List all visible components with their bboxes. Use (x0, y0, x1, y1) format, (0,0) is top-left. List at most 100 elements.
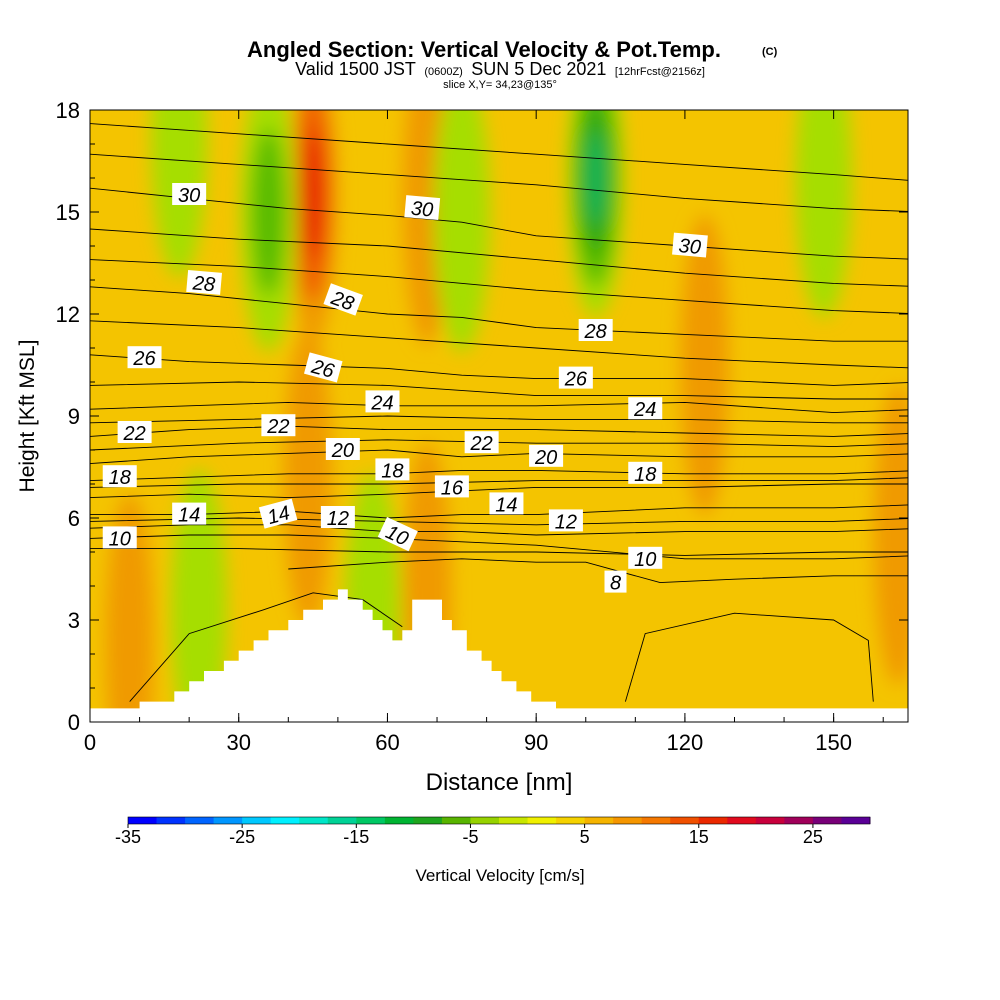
isentrope-line (129, 592, 403, 702)
svg-text:24: 24 (370, 392, 393, 414)
chart-title-suffix: (C) (762, 46, 778, 58)
contour-label: 26 (127, 346, 162, 370)
isentrope-24 (90, 401, 908, 414)
svg-text:18: 18 (109, 467, 131, 489)
x-tick-label: 60 (375, 730, 399, 755)
chart-title: Angled Section: Vertical Velocity & Pot.… (247, 37, 721, 62)
y-tick-label: 18 (56, 98, 80, 123)
contour-label: 28 (186, 269, 223, 296)
colorbar-swatch (613, 817, 643, 824)
velocity-core (105, 493, 154, 722)
svg-text:30: 30 (410, 198, 434, 222)
svg-text:10: 10 (109, 528, 131, 550)
contour-label: 12 (548, 509, 583, 533)
valid-time-line: Valid 1500 JST (0600Z) SUN 5 Dec 2021 [1… (295, 59, 705, 79)
velocity-core (680, 215, 729, 515)
x-tick-label: 120 (667, 730, 704, 755)
isentrope-26 (90, 354, 908, 386)
colorbar-tick-label: -15 (343, 827, 369, 847)
contour-label: 28 (323, 283, 363, 316)
x-axis-label: Distance [nm] (426, 769, 573, 796)
svg-text:26: 26 (132, 348, 156, 370)
velocity-core (151, 110, 208, 278)
contour-label: 14 (489, 492, 524, 516)
colorbar-swatch (527, 817, 557, 824)
isentrope-10 (90, 534, 908, 560)
colorbar-swatch (441, 817, 471, 824)
contour-label: 26 (558, 366, 593, 391)
svg-text:14: 14 (495, 494, 517, 516)
svg-text:30: 30 (178, 185, 200, 207)
isentrope-8 (288, 558, 908, 584)
velocity-core (874, 385, 908, 685)
svg-text:24: 24 (633, 399, 656, 421)
contour-label: 22 (464, 431, 499, 455)
svg-text:28: 28 (584, 321, 607, 343)
isentrope-line (90, 517, 908, 526)
y-tick-label: 9 (68, 404, 80, 429)
isentrope-line (90, 153, 908, 212)
isentrope-30 (90, 187, 908, 260)
y-tick-label: 0 (68, 710, 80, 735)
contour-label: 12 (320, 506, 355, 530)
x-axis: 0 30 60 90 120 150 (84, 110, 884, 755)
svg-text:30: 30 (678, 235, 702, 259)
isentrope-line (90, 415, 908, 424)
isentrope-12 (90, 524, 908, 536)
colorbar-tick-label: -25 (229, 827, 255, 847)
y-tick-label: 6 (68, 506, 80, 531)
colorbar-swatch (128, 817, 158, 824)
svg-text:28: 28 (191, 272, 216, 296)
svg-text:22: 22 (122, 423, 145, 445)
svg-text:22: 22 (470, 433, 493, 455)
svg-text:14: 14 (178, 505, 200, 527)
colorbar-tick-label: 5 (580, 827, 590, 847)
contour-label: 24 (365, 390, 400, 414)
svg-text:20: 20 (331, 440, 354, 462)
forecast-info: [12hrFcst@2156z] (615, 66, 705, 78)
valid-zulu: (0600Z) (424, 66, 463, 78)
valid-date: SUN 5 Dec 2021 (471, 59, 606, 79)
colorbar-tick-labels: -35 -25 -15 -5 5 15 25 (115, 824, 823, 847)
svg-text:16: 16 (441, 477, 464, 499)
isentrope-18 (90, 469, 908, 482)
contour-label: 22 (117, 421, 152, 445)
velocity-core (284, 327, 333, 628)
colorbar-swatch (356, 817, 386, 824)
contour-label: 20 (325, 438, 360, 462)
colorbar-tick-label: -35 (115, 827, 141, 847)
isentrope-28 (90, 286, 908, 342)
isentrope-line (90, 320, 908, 369)
terrain-mask (90, 589, 908, 722)
colorbar-swatch (841, 817, 871, 824)
colorbar-swatch (727, 817, 757, 824)
colorbar-swatch (784, 817, 814, 824)
contour-label: 14 (172, 502, 207, 527)
contour-label: 22 (261, 414, 296, 438)
colorbar-swatch (242, 817, 272, 824)
colorbar-swatch (670, 817, 700, 824)
slice-info: slice X,Y= 34,23@135° (443, 79, 557, 91)
colorbar-swatch (384, 817, 414, 824)
colorbar-swatch (641, 817, 671, 824)
isentrope-line (90, 439, 908, 451)
contour-label: 18 (375, 458, 410, 482)
svg-text:20: 20 (534, 447, 557, 469)
velocity-core (171, 469, 228, 722)
colorbar-swatch (213, 817, 243, 824)
y-axis: 0 3 6 9 12 15 18 (56, 98, 908, 735)
svg-text:18: 18 (381, 460, 403, 482)
contour-label: 10 (102, 526, 137, 550)
svg-text:22: 22 (266, 416, 289, 438)
colorbar-tick-label: 15 (689, 827, 709, 847)
contour-label: 16 (434, 475, 469, 499)
velocity-core (302, 130, 324, 260)
colorbar-tick-label: -5 (462, 827, 478, 847)
contour-label: 30 (672, 232, 708, 259)
isentrope-line (90, 477, 908, 488)
velocity-core (433, 110, 490, 352)
isentrope-line (90, 228, 908, 287)
y-tick-label: 12 (56, 302, 80, 327)
